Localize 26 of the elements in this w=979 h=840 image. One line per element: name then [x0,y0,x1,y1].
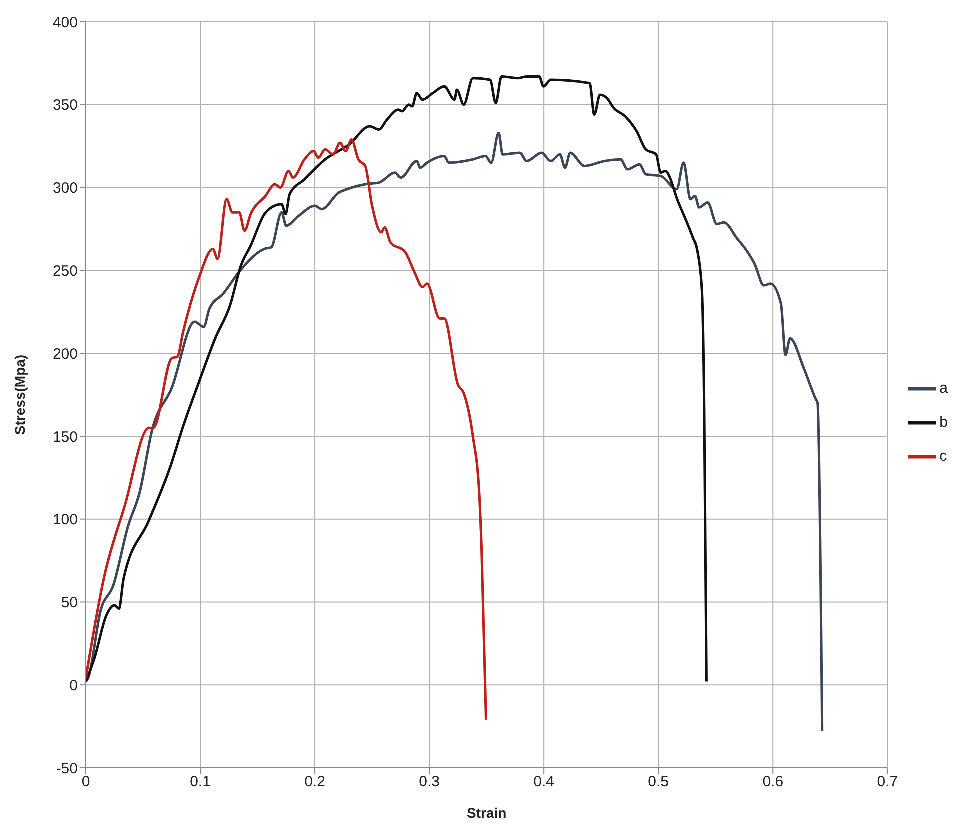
x-tick-label: 0.7 [877,774,898,791]
x-tick-label: 0 [82,774,90,791]
y-tick-label: 50 [61,594,78,612]
x-tick-label: 0.6 [762,774,784,791]
y-axis-title: Stress(Mpa) [12,354,28,436]
y-tick-label: 200 [52,346,78,363]
legend-label: a [940,380,948,397]
line-series [86,75,708,684]
line-series [86,132,824,733]
x-tick-label: 0.2 [304,774,326,791]
y-tick-label: -50 [56,760,78,778]
y-tick-label: 400 [52,14,78,32]
line-series [86,138,488,722]
y-tick-label: 300 [52,180,78,198]
y-tick-label: 350 [52,97,78,114]
legend-label: b [940,414,948,431]
y-tick-label: 150 [52,428,78,446]
x-tick-label: 0.4 [534,774,555,791]
x-axis-title: Strain [466,805,507,821]
y-tick-label: 0 [70,677,78,694]
x-tick-label: 0.1 [190,774,211,791]
x-tick-label: 0.3 [419,774,440,791]
legend-label: c [940,448,948,465]
x-tick-label: 0.5 [648,774,670,791]
y-tick-label: 250 [52,262,78,280]
y-tick-label: 100 [52,512,78,529]
